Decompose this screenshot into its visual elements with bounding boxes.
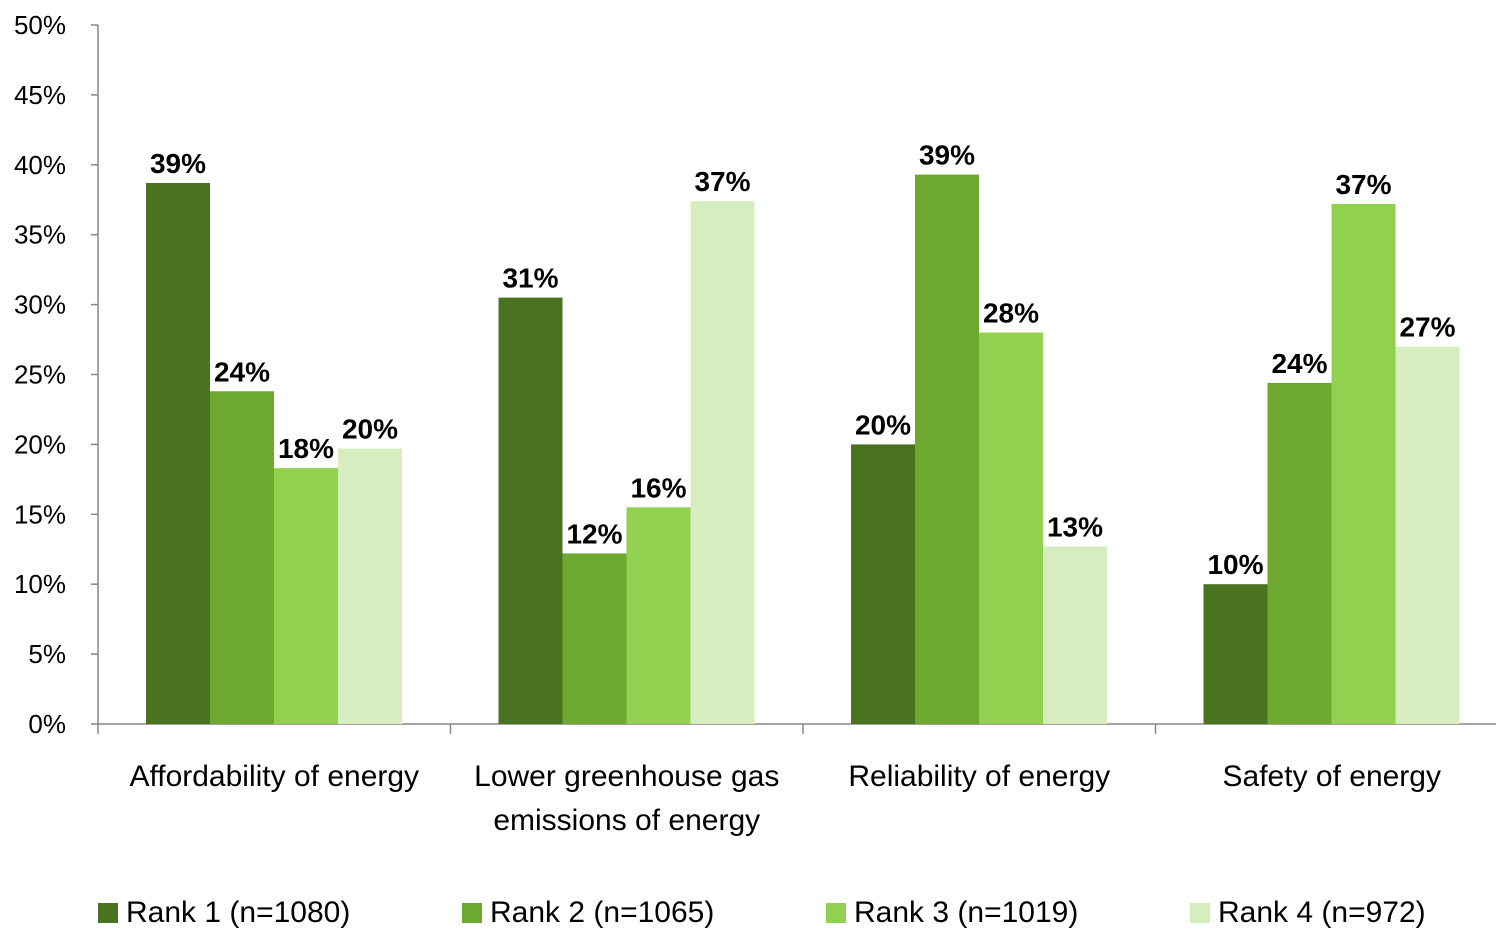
data-label: 37% [694,166,750,197]
data-label: 27% [1399,312,1455,343]
y-tick-label: 5% [28,639,66,669]
bar-chart: 0% 5% 10% 15% 20% 25% 30% 35% 40% 45% 50% 39% 24% 18… [14,10,1496,837]
bar [915,174,979,724]
bar [562,553,627,724]
bar [1331,203,1396,725]
bar [210,391,274,724]
y-tick-label: 45% [14,80,66,110]
legend-label: Rank 1 (n=1080) [126,896,351,929]
category-label: Reliability of energy [848,760,1110,793]
data-label: 24% [1271,348,1327,379]
data-label: 18% [278,433,334,464]
data-label: 39% [919,140,975,171]
data-label: 39% [150,148,206,179]
data-label: 24% [214,356,270,387]
legend-item: Rank 2 (n=1065) [462,893,714,933]
data-label: 20% [342,414,398,445]
category-label: Affordability of energy [129,760,419,793]
y-tick-label: 25% [14,360,66,390]
x-axis [97,723,1496,734]
bar [979,332,1043,724]
legend-item: Rank 3 (n=1019) [826,893,1078,933]
data-label: 37% [1335,169,1391,200]
y-tick-label: 50% [14,10,66,40]
y-tick-label: 20% [14,429,66,459]
category-labels: Affordability of energy Lower greenhouse … [129,760,1441,837]
bar [690,201,755,724]
category-label: Safety of energy [1223,760,1441,793]
legend-swatch [462,903,482,923]
bar [1043,546,1107,724]
bar [626,507,691,724]
y-axis: 0% 5% 10% 15% 20% 25% 30% 35% 40% 45% 50% [14,10,99,739]
bar [146,182,210,724]
y-tick-label: 0% [28,709,66,739]
legend: Rank 1 (n=1080) Rank 2 (n=1065) Rank 3 (n=… [0,893,1496,933]
bar [1203,584,1268,724]
data-label: 16% [630,472,686,503]
bar [1267,382,1332,724]
data-label: 12% [566,518,622,549]
category-label: Lower greenhouse gas emissions of energy [474,760,779,837]
y-tick-label: 40% [14,150,66,180]
bar [274,468,338,724]
y-tick-label: 35% [14,220,66,250]
legend-label: Rank 4 (n=972) [1218,896,1426,929]
bar [1395,346,1460,724]
y-tick-label: 15% [14,499,66,529]
data-labels: 39% 24% 18% 20% 31% 12% 16% 37% 20% 39% 28% 13% 10% 2… [150,140,1456,581]
legend-item: Rank 4 (n=972) [1190,893,1426,933]
legend-swatch [1190,903,1210,923]
bar [338,448,402,724]
data-label: 28% [983,298,1039,329]
y-tick-label: 30% [14,290,66,320]
legend-item: Rank 1 (n=1080) [98,893,350,933]
legend-swatch [98,903,118,923]
data-label: 13% [1047,511,1103,542]
data-label: 31% [502,263,558,294]
bar [851,444,915,724]
bars [146,174,1460,725]
data-label: 10% [1207,549,1263,580]
bar [498,297,563,724]
legend-label: Rank 2 (n=1065) [490,896,715,929]
y-tick-label: 10% [14,569,66,599]
legend-label: Rank 3 (n=1019) [854,896,1079,929]
legend-swatch [826,903,846,923]
data-label: 20% [855,409,911,440]
